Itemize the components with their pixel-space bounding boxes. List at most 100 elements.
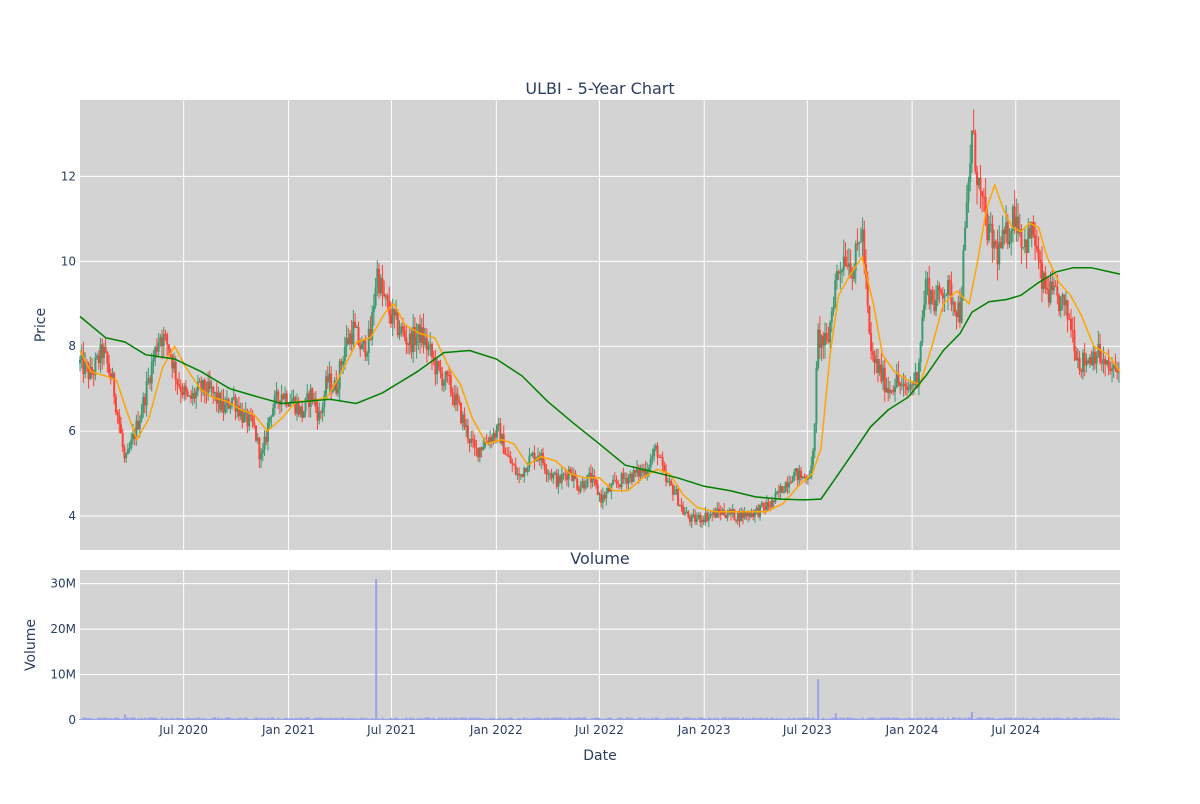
volume-bar <box>965 718 968 720</box>
price-candle-body <box>981 191 984 197</box>
volume-bar <box>155 718 158 720</box>
price-candle-body <box>740 511 743 522</box>
volume-bar <box>583 717 586 720</box>
volume-bar <box>1104 718 1107 720</box>
volume-bar <box>302 718 305 720</box>
price-candle-body <box>1056 286 1059 296</box>
price-candle-body <box>519 474 522 476</box>
volume-bar <box>817 679 820 720</box>
volume-bar <box>167 719 170 720</box>
price-candle-body <box>326 376 329 383</box>
price-candle-body <box>982 196 985 198</box>
price-candle-body <box>738 512 741 522</box>
price-candle-body <box>195 391 198 399</box>
price-candle-body <box>820 335 823 348</box>
volume-bar <box>113 718 116 720</box>
volume-bar <box>941 717 944 720</box>
price-candle-body <box>417 324 420 337</box>
price-candle-body <box>531 452 534 456</box>
volume-bar <box>625 717 628 720</box>
price-candle-body <box>82 353 85 375</box>
price-candle-body <box>219 392 222 411</box>
volume-bar <box>605 718 608 720</box>
price-candle-body <box>916 371 919 387</box>
price-candle-body <box>504 453 507 455</box>
volume-bar <box>108 718 111 720</box>
volume-bar <box>251 718 254 720</box>
price-candle-body <box>518 473 521 476</box>
price-candle-body <box>837 271 840 274</box>
volume-bar <box>1027 718 1030 720</box>
volume-bar <box>948 718 951 720</box>
price-candle-body <box>683 512 686 515</box>
volume-bar <box>723 717 726 720</box>
volume-bar <box>477 717 480 720</box>
price-candle-body <box>415 336 418 346</box>
price-candle-body <box>396 311 399 336</box>
price-candle-body <box>528 455 531 468</box>
volume-bar <box>899 718 902 720</box>
volume-bar <box>128 718 131 720</box>
volume-bar <box>988 717 991 720</box>
volume-bar <box>774 718 777 720</box>
price-candle-body <box>914 371 917 384</box>
volume-bar <box>205 718 208 720</box>
price-candle-body <box>347 338 350 344</box>
price-candle-body <box>993 241 996 249</box>
price-candle-body <box>251 415 254 423</box>
price-candle-body <box>1071 329 1074 331</box>
volume-bar <box>176 717 179 720</box>
volume-bar <box>202 717 205 720</box>
price-candle-body <box>649 458 652 468</box>
volume-bar <box>772 718 775 720</box>
volume-bar <box>208 718 211 720</box>
price-candle-body <box>260 453 263 460</box>
price-candle-body <box>200 381 203 392</box>
volume-bar <box>613 718 616 720</box>
volume-bar <box>501 718 504 720</box>
price-candle-body <box>659 457 662 459</box>
volume-bar <box>367 718 370 720</box>
volume-bar <box>805 717 808 720</box>
price-candle-body <box>863 229 866 265</box>
price-candle-body <box>398 333 401 336</box>
price-candle-body <box>239 409 242 417</box>
volume-bar <box>379 718 382 720</box>
volume-bar <box>311 718 314 720</box>
volume-bar <box>878 718 881 720</box>
price-candle-body <box>466 425 469 439</box>
volume-bar <box>338 718 341 720</box>
price-candle-body <box>289 403 292 407</box>
volume-bar <box>531 718 534 720</box>
volume-bar <box>697 717 700 720</box>
price-candle-body <box>427 346 430 350</box>
volume-bar <box>564 717 567 720</box>
price-candle-body <box>142 397 145 414</box>
volume-bar <box>670 717 673 720</box>
volume-bar <box>482 718 485 720</box>
price-candle-body <box>965 202 968 228</box>
volume-bar <box>1063 718 1066 720</box>
price-candle-body <box>647 467 650 471</box>
price-candle-body <box>776 491 779 494</box>
price-candle-body <box>765 502 768 511</box>
price-candle-body <box>477 448 480 458</box>
volume-bar <box>171 718 174 720</box>
price-candle-body <box>1088 356 1091 364</box>
price-candle-body <box>1042 272 1045 290</box>
price-candle-body <box>849 263 852 278</box>
volume-bar <box>892 717 895 720</box>
price-candle-body <box>90 367 93 375</box>
price-candle-body <box>490 437 493 442</box>
price-candle-body <box>859 241 862 243</box>
volume-bar <box>1064 718 1067 720</box>
price-candle-body <box>114 396 117 413</box>
price-candle-body <box>868 305 871 333</box>
volume-bar <box>593 718 596 720</box>
volume-bar <box>771 717 774 720</box>
price-candle-body <box>489 437 492 444</box>
price-candle-body <box>858 241 861 245</box>
volume-bar <box>219 718 222 720</box>
volume-bar <box>550 718 553 720</box>
price-candle-body <box>907 389 910 391</box>
